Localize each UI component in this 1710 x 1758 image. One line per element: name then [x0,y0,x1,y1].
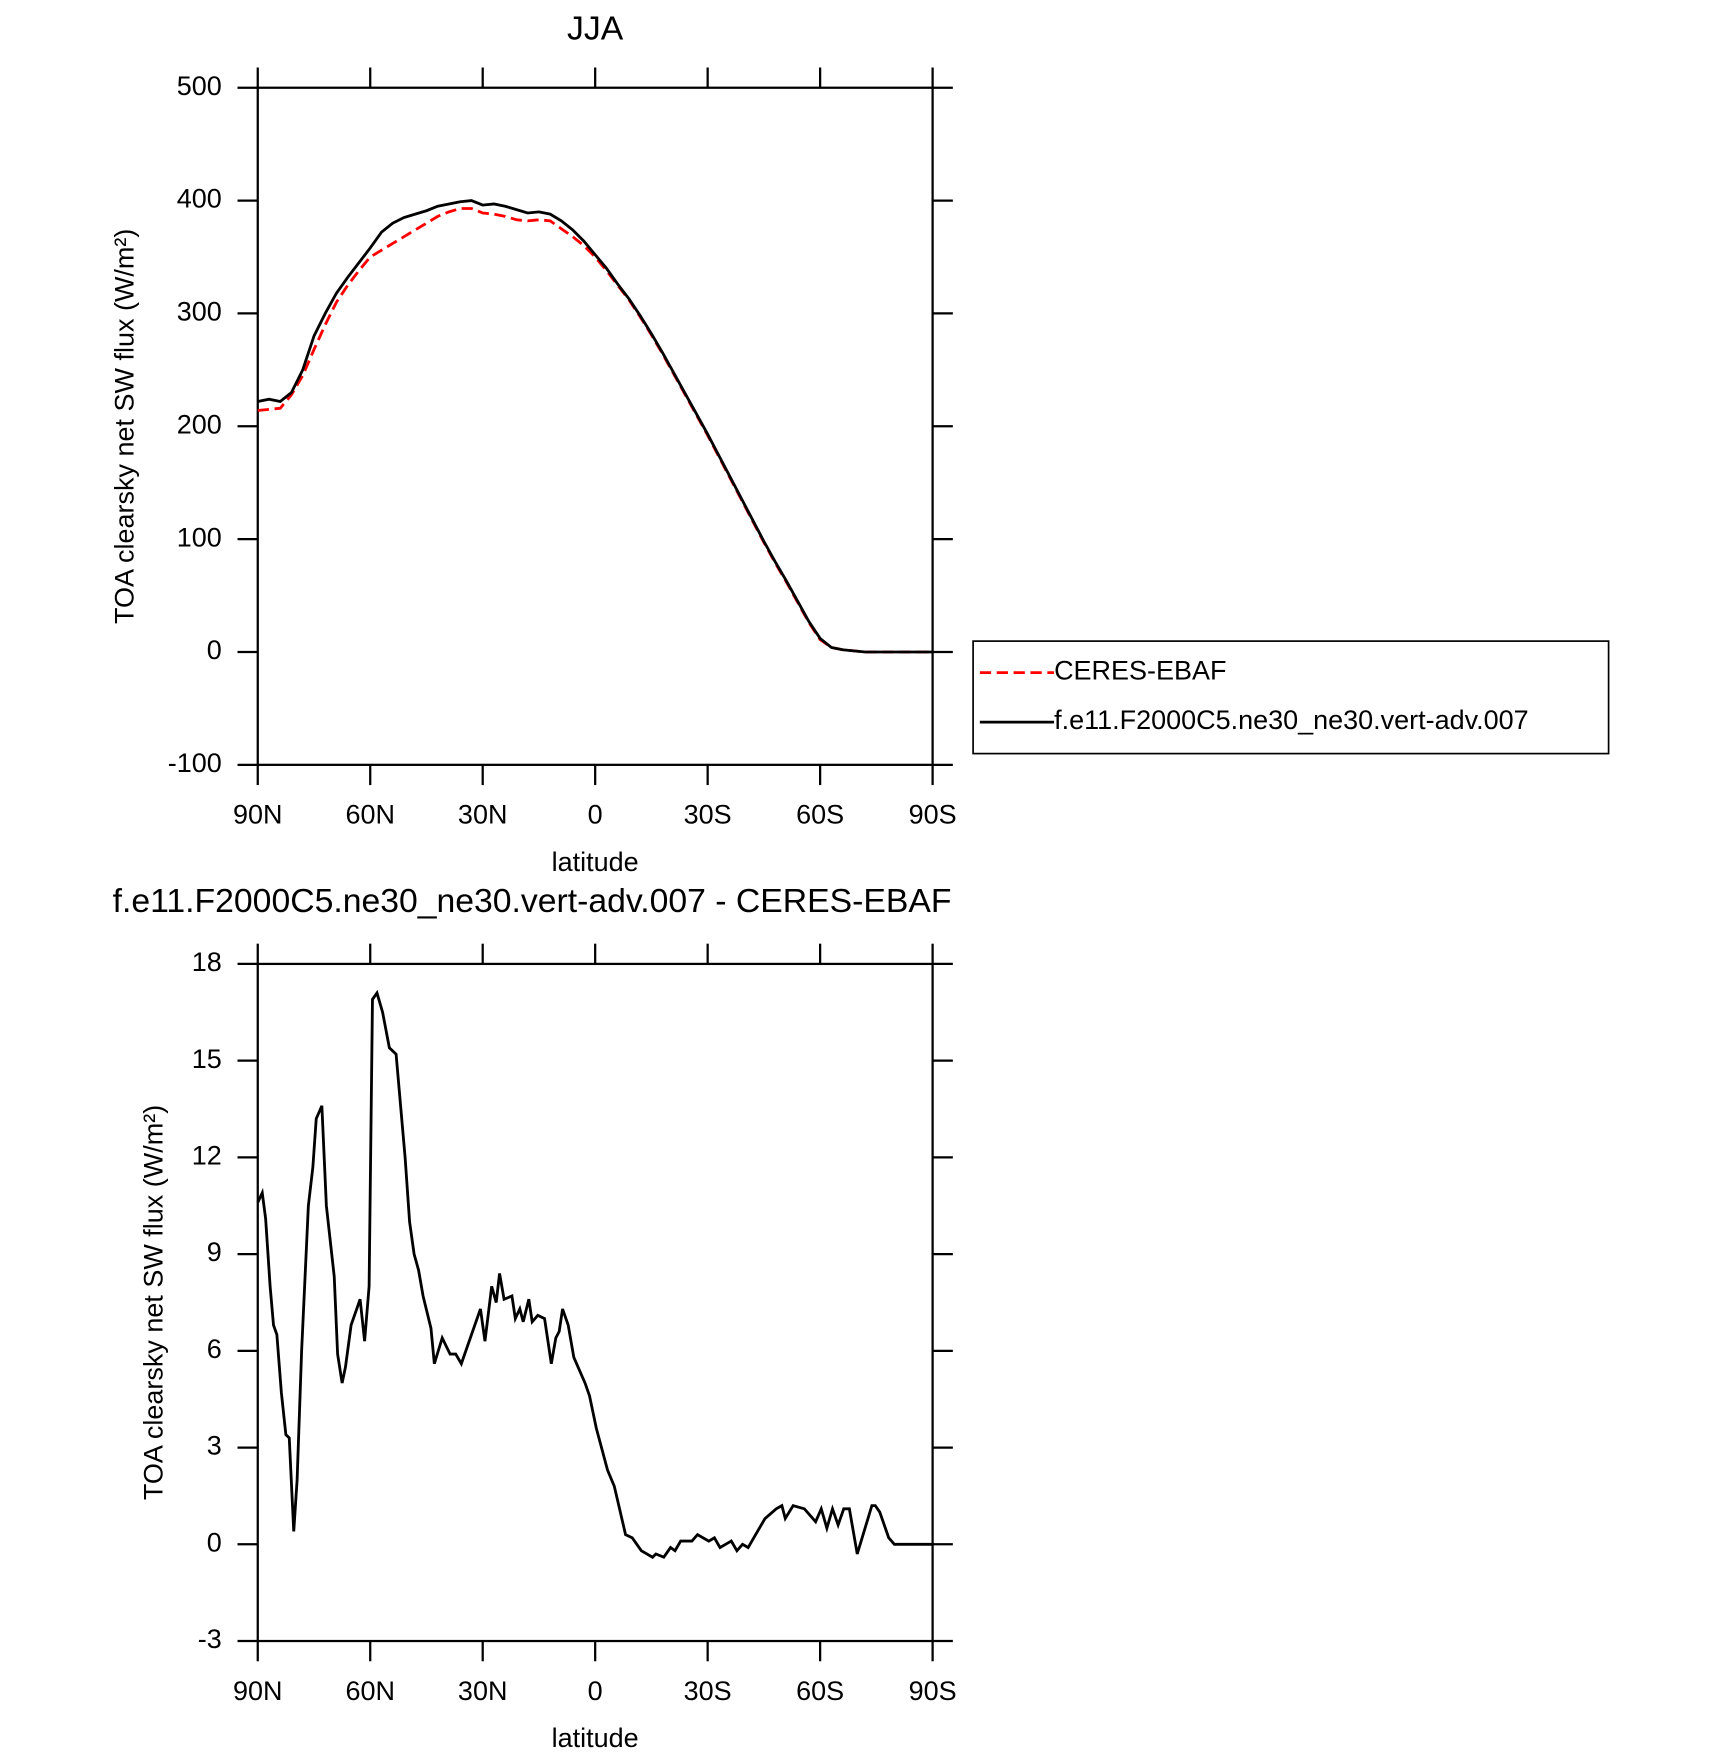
chart-title: JJA [567,9,624,47]
y-tick-label: 18 [192,947,222,977]
legend-label: CERES-EBAF [1054,656,1226,686]
y-tick-label: 0 [207,1527,222,1557]
y-tick-label: 3 [207,1431,222,1461]
y-tick-label: -3 [198,1624,222,1654]
y-tick-label: 12 [192,1141,222,1171]
legend-box [972,640,1610,755]
x-axis-label: latitude [552,847,639,877]
x-tick-label: 0 [588,800,603,830]
x-tick-label: 30N [458,800,508,830]
x-tick-label: 60S [796,1676,844,1706]
x-tick-label: 60N [345,800,395,830]
x-tick-label: 60N [345,1676,395,1706]
x-tick-label: 30S [684,1676,732,1706]
x-tick-label: 0 [588,1676,603,1706]
plot-frame [256,86,934,766]
y-tick-label: 9 [207,1237,222,1267]
legend-label: f.e11.F2000C5.ne30_ne30.vert-adv.007 [1054,705,1529,735]
y-tick-label: 0 [207,635,222,665]
x-axis-label: latitude [552,1723,639,1753]
data-line [257,199,933,654]
x-tick-label: 30S [684,800,732,830]
x-tick-label: 90S [909,1676,957,1706]
y-tick-label: 6 [207,1334,222,1364]
y-tick-label: 15 [192,1044,222,1074]
y-axis-label: TOA clearsky net SW flux (W/m²) [109,229,139,624]
x-tick-label: 90S [909,800,957,830]
y-tick-label: 500 [177,71,222,101]
y-tick-label: 200 [177,409,222,439]
y-tick-label: 400 [177,184,222,214]
data-line [257,207,933,654]
x-tick-label: 60S [796,800,844,830]
x-tick-label: 90N [233,800,283,830]
y-tick-label: 300 [177,297,222,327]
x-tick-label: 90N [233,1676,283,1706]
x-tick-label: 30N [458,1676,508,1706]
data-line [256,989,933,1559]
y-tick-label: -100 [168,748,222,778]
y-axis-label: TOA clearsky net SW flux (W/m²) [139,1105,169,1500]
chart-title: f.e11.F2000C5.ne30_ne30.vert-adv.007 - C… [113,882,952,920]
y-tick-label: 100 [177,522,222,552]
